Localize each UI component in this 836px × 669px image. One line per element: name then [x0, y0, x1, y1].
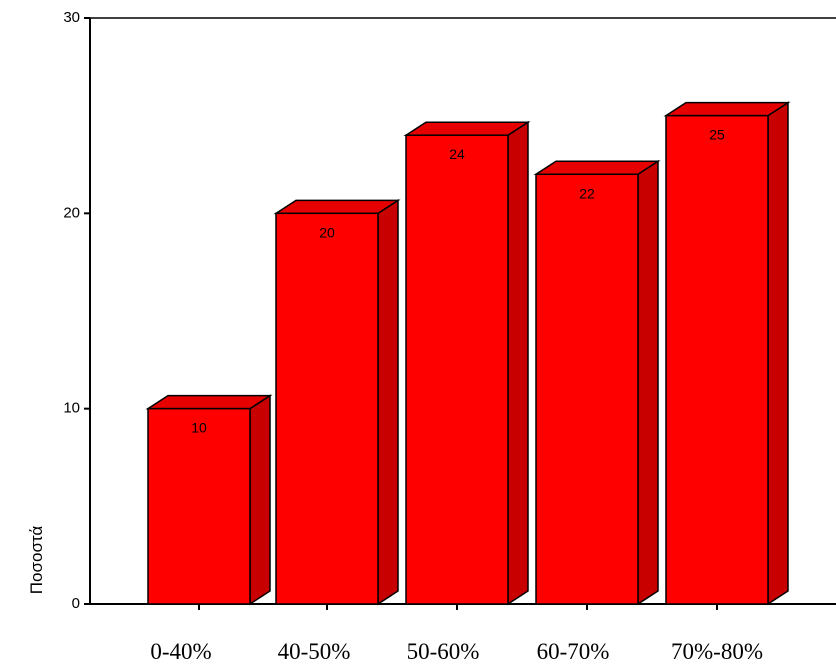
- y-tick-label: 0: [72, 595, 80, 612]
- bars-group: 10 20 24 22 25: [145, 101, 791, 606]
- bar-top-face: [273, 199, 401, 215]
- bar-side-face: [507, 120, 529, 606]
- bar-data-label: 10: [191, 420, 207, 436]
- bar-side-face: [767, 101, 789, 606]
- bar-front-face: [147, 407, 251, 605]
- bar-side-face: [377, 198, 399, 606]
- x-axis-ticks: 0-40% 40-50% 50-60% 60-70% 70%-80%: [150, 604, 763, 664]
- bar: 20: [273, 198, 401, 606]
- x-category-label: 40-50%: [278, 639, 351, 664]
- bar-data-label: 20: [319, 224, 335, 240]
- x-category-label: 70%-80%: [671, 639, 763, 664]
- bar: 24: [403, 120, 531, 606]
- bar-top-face: [663, 101, 791, 117]
- bar-side-face: [637, 159, 659, 606]
- bar-side-face: [249, 394, 271, 606]
- bar: 22: [533, 159, 661, 606]
- bar-data-label: 24: [449, 146, 465, 162]
- x-category-label: 60-70%: [537, 639, 610, 664]
- bar-data-label: 25: [709, 127, 725, 143]
- bar-top-face: [403, 121, 531, 136]
- y-axis-ticks: 0 10 20 30: [63, 9, 90, 612]
- bar-top-face: [533, 160, 661, 176]
- bar-top-face: [145, 394, 273, 410]
- x-category-label: 0-40%: [150, 639, 211, 664]
- x-category-label: 50-60%: [407, 639, 480, 664]
- bar-front-face: [535, 173, 639, 605]
- bar: 10: [145, 394, 273, 606]
- bar-front-face: [405, 134, 509, 605]
- bar-data-label: 22: [579, 185, 595, 201]
- y-tick-label: 10: [63, 400, 80, 417]
- bar-front-face: [665, 114, 769, 605]
- bar-front-face: [275, 212, 379, 605]
- y-tick-label: 20: [63, 204, 80, 221]
- bar: 25: [663, 101, 791, 606]
- y-tick-label: 30: [63, 9, 80, 26]
- y-axis-title: Ποσοστά: [27, 526, 46, 595]
